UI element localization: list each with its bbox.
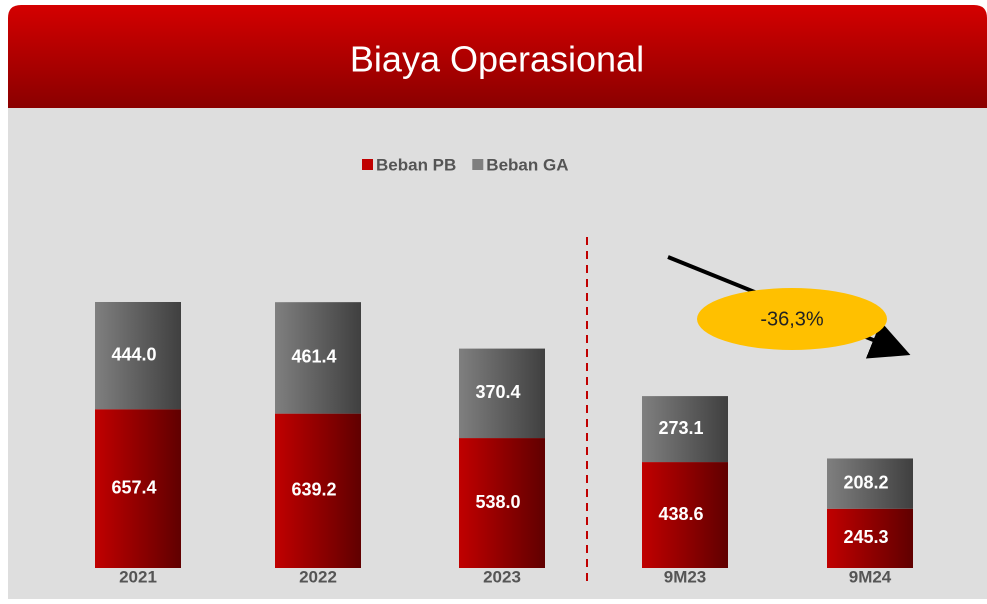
value-label: 639.2 [291, 480, 336, 500]
value-label: 538.0 [475, 492, 520, 512]
x-tick-label: 2023 [483, 567, 521, 586]
x-tick-label: 2022 [299, 567, 337, 586]
legend-swatch [362, 159, 373, 170]
value-label: 245.3 [843, 527, 888, 547]
value-label: 657.4 [111, 477, 156, 497]
x-tick-label: 2021 [119, 567, 157, 586]
value-label: 370.4 [475, 382, 520, 402]
value-label: 208.2 [843, 472, 888, 492]
value-label: 438.6 [658, 504, 703, 524]
bar-shade [275, 413, 361, 568]
bar-shade [95, 409, 181, 568]
bars: Beban PB Beban GA 657.4 444.0 2021 639.2 461.4… [95, 155, 913, 586]
annotation-bubble [697, 288, 887, 350]
value-label: 273.1 [658, 418, 703, 438]
legend-label: Beban PB [376, 155, 456, 174]
legend-swatch [472, 159, 484, 170]
x-tick-label: 9M24 [849, 567, 892, 586]
x-tick-label: 9M23 [664, 567, 707, 586]
bar-shade [95, 302, 181, 410]
bar-shade [275, 302, 361, 414]
bar-shade [827, 508, 913, 568]
bar-shade [642, 462, 728, 568]
header [8, 5, 987, 108]
annotation: -36,3% [760, 308, 824, 330]
chart-title: Biaya Operasional [350, 39, 644, 80]
bar-shade [459, 348, 545, 439]
bar-shade [642, 396, 728, 463]
bar-shade [459, 438, 545, 568]
value-label: 444.0 [111, 344, 156, 364]
legend-label: Beban GA [486, 155, 568, 174]
bar-shade [827, 458, 913, 509]
value-label: 461.4 [291, 347, 336, 367]
